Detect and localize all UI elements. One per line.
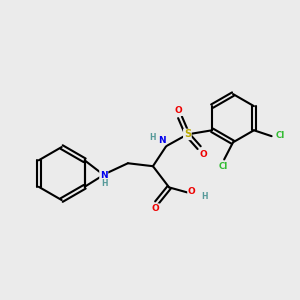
Text: N: N <box>100 170 108 179</box>
Text: S: S <box>184 129 191 140</box>
Text: O: O <box>175 106 182 115</box>
Text: Cl: Cl <box>276 131 285 140</box>
Text: H: H <box>149 133 155 142</box>
Text: O: O <box>188 187 196 196</box>
Text: N: N <box>158 136 166 145</box>
Text: H: H <box>201 192 208 201</box>
Text: O: O <box>200 150 207 159</box>
Text: O: O <box>152 204 159 213</box>
Text: Cl: Cl <box>219 162 228 171</box>
Text: H: H <box>101 179 108 188</box>
